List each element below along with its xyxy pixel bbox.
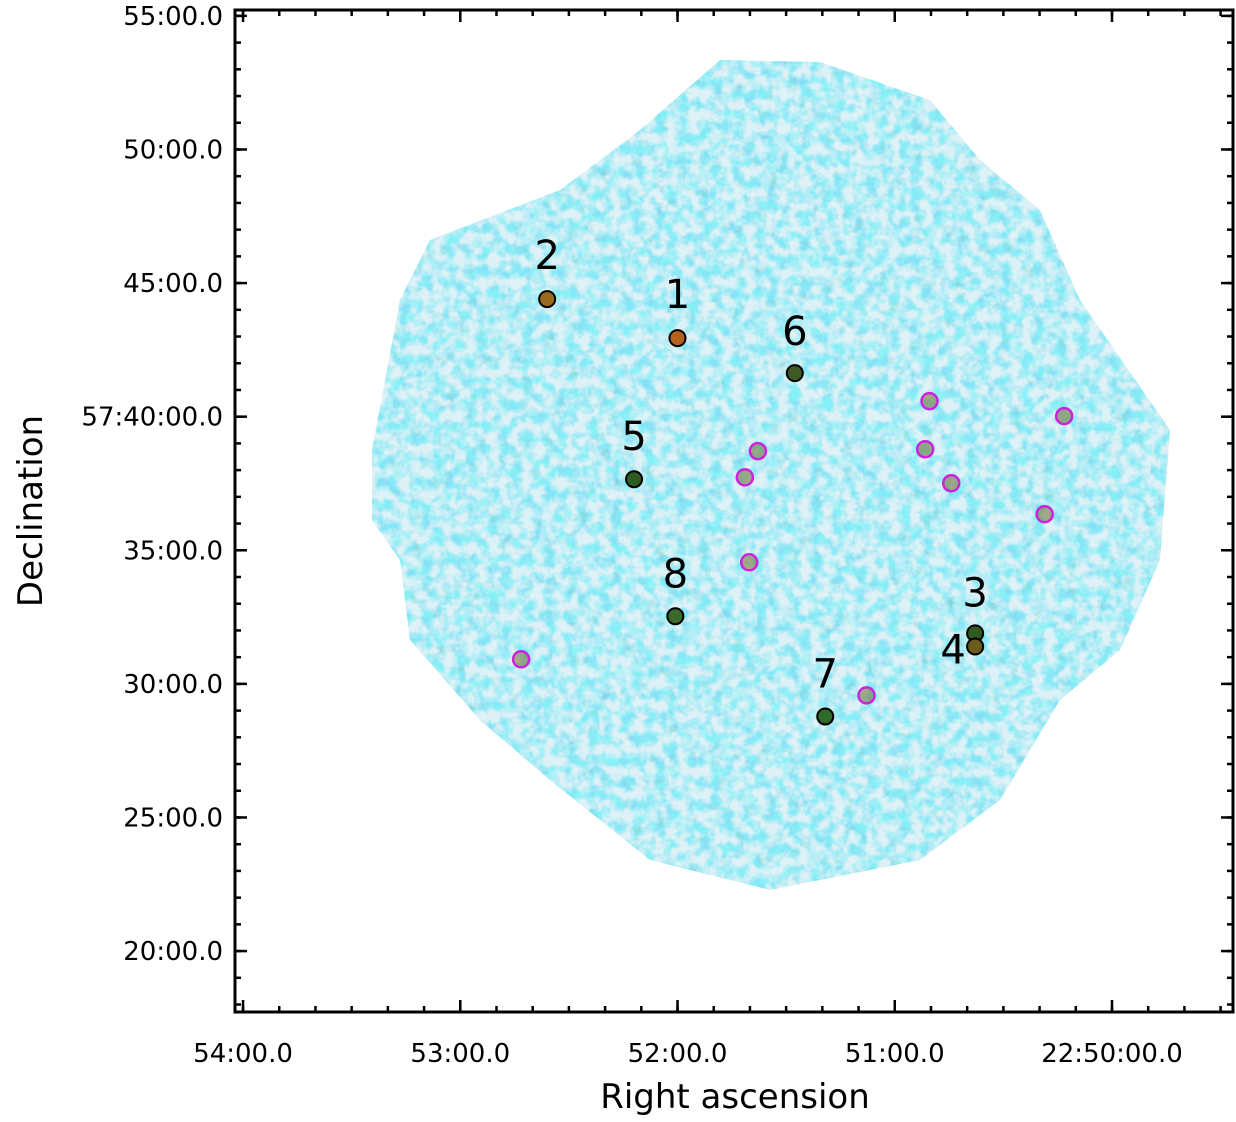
candidate-source bbox=[1054, 406, 1074, 426]
candidate-source bbox=[857, 686, 876, 705]
source-label: 8 bbox=[663, 551, 688, 597]
source-label: 2 bbox=[534, 233, 559, 279]
candidate-source bbox=[735, 468, 755, 487]
numbered-source bbox=[785, 364, 804, 383]
x-tick-label: 22:50:00.0 bbox=[1041, 1039, 1183, 1069]
candidate-source bbox=[915, 440, 935, 459]
emission-image bbox=[372, 60, 1170, 890]
y-tick-label: 55:00.0 bbox=[123, 2, 223, 32]
y-axis-label: Declination bbox=[11, 415, 51, 607]
source-label: 5 bbox=[621, 414, 646, 460]
y-tick-label: 45:00.0 bbox=[123, 269, 223, 299]
candidate-source bbox=[941, 473, 961, 493]
numbered-source bbox=[816, 707, 835, 726]
candidate-source bbox=[511, 650, 531, 669]
candidate-source bbox=[739, 553, 759, 572]
x-tick-label: 52:00.0 bbox=[628, 1039, 728, 1069]
x-tick-label: 53:00.0 bbox=[410, 1039, 510, 1069]
emission-haze bbox=[372, 60, 1170, 890]
y-tick-label: 20:00.0 bbox=[123, 937, 223, 967]
source-label: 1 bbox=[665, 272, 690, 318]
plot-frame bbox=[233, 8, 1235, 1014]
numbered-source bbox=[666, 607, 685, 626]
candidate-source bbox=[748, 441, 768, 461]
y-tick-label: 50:00.0 bbox=[123, 135, 223, 165]
candidate-source bbox=[920, 391, 939, 411]
numbered-source bbox=[538, 290, 557, 309]
numbered-source bbox=[966, 637, 985, 656]
source-label: 6 bbox=[782, 309, 807, 355]
source-label: 7 bbox=[813, 651, 838, 697]
x-axis-label: Right ascension bbox=[600, 1077, 870, 1117]
source-label: 4 bbox=[940, 627, 965, 673]
y-tick-label: 57:40:00.0 bbox=[81, 403, 223, 433]
numbered-source bbox=[668, 329, 687, 348]
numbered-source bbox=[625, 470, 644, 489]
source-label: 3 bbox=[962, 570, 987, 616]
y-tick-label: 25:00.0 bbox=[123, 803, 223, 833]
y-tick-label: 30:00.0 bbox=[123, 670, 223, 700]
x-tick-label: 51:00.0 bbox=[845, 1039, 945, 1069]
y-tick-label: 35:00.0 bbox=[123, 536, 223, 566]
x-tick-label: 54:00.0 bbox=[193, 1039, 293, 1069]
candidate-source bbox=[1035, 504, 1054, 524]
